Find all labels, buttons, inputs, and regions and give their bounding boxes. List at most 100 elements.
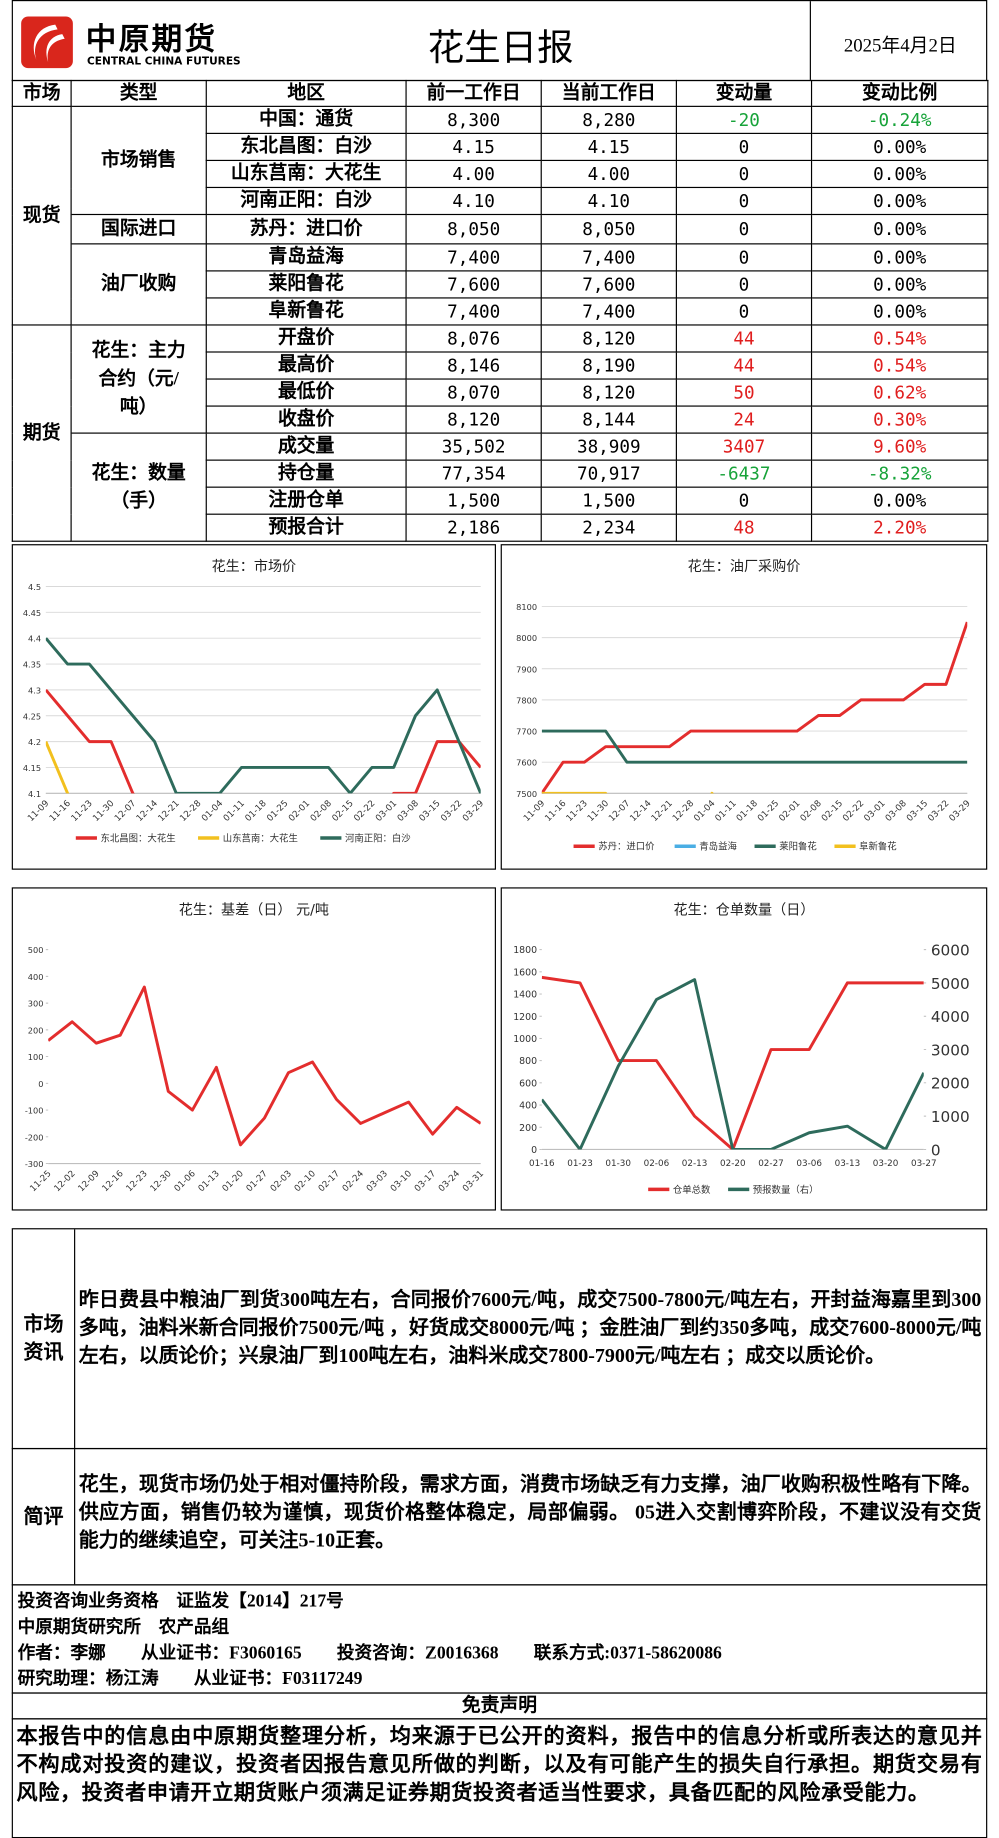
x-tick-label: 11-23 <box>70 799 95 824</box>
x-tick-label: 03-15 <box>905 799 930 824</box>
x-tick-label: 02-08 <box>309 799 334 824</box>
value-cell: 0.00% <box>810 132 989 162</box>
x-tick-label: 12-09 <box>77 1169 102 1194</box>
value-cell: 35,502 <box>405 432 542 461</box>
x-tick-label: 01-06 <box>173 1169 198 1194</box>
value-cell: 8,280 <box>540 105 677 134</box>
value-cell: 0.00% <box>810 186 989 216</box>
x-tick-label: 12-21 <box>157 799 182 824</box>
x-tick-label: 11-09 <box>522 799 547 824</box>
x-tick-label: 01-13 <box>197 1169 222 1194</box>
value-cell: 7,400 <box>540 297 677 326</box>
chart-panel: 花生：仓单数量（日） 0 200 400 600 800 1000 1200 1400 1600 1… <box>500 887 988 1211</box>
x-tick-label: 03-08 <box>884 799 909 824</box>
chart-panel: 花生：油厂采购价 7500 7600 7700 7800 7900 8000 8100 11-0… <box>500 544 988 870</box>
value-cell: 0 <box>675 213 813 245</box>
x-tick-label: 12-02 <box>53 1169 78 1194</box>
region-cell: 东北昌图：白沙 <box>205 132 407 162</box>
y-tick-label: 200 <box>28 1025 44 1035</box>
value-cell: 24 <box>675 405 813 434</box>
market-cell: 现货 <box>11 105 72 326</box>
table-row: 河南正阳：白沙 4.10 4.10 0 0.00% <box>12 186 989 216</box>
value-cell: 0.54% <box>810 351 989 380</box>
x-tick-label: 01-18 <box>735 799 760 824</box>
logo-subtext: CENTRAL CHINA FUTURES <box>86 56 241 69</box>
table-row: 持仓量 77,354 70,917 -6437 -8.32% <box>12 459 989 488</box>
y2-tick-label: 6000 <box>931 942 970 960</box>
value-cell: 3407 <box>675 432 813 461</box>
region-cell: 最高价 <box>205 351 407 380</box>
x-tick-label: 12-14 <box>628 798 653 823</box>
legend-label: 青岛益海 <box>699 841 737 853</box>
x-tick-label: 03-10 <box>389 1169 414 1194</box>
x-tick-label: 02-10 <box>293 1169 318 1194</box>
y-tick-label: 4.35 <box>23 660 41 670</box>
legend-label: 预报数量（右） <box>753 1184 819 1196</box>
y2-tick-label: 3000 <box>931 1041 970 1059</box>
x-tick-label: 02-17 <box>317 1169 342 1194</box>
value-cell: 70,917 <box>540 459 677 488</box>
value-cell: 4.15 <box>540 132 677 162</box>
value-cell: 8,050 <box>405 213 542 245</box>
info-line: 研究助理：杨江涛 从业证书：F03117249 <box>17 1670 363 1689</box>
value-cell: 8,070 <box>405 378 542 407</box>
y-tick-label: 4.2 <box>28 737 41 747</box>
date: 2025年4月2日 <box>843 36 957 57</box>
x-tick-label: 11-16 <box>48 798 73 823</box>
market-cell: 期货 <box>11 324 72 542</box>
market-info: 市场资讯 昨日费县中粮油厂到货300吨左右，合同报价7600元/吨，成交7500… <box>11 1228 988 1450</box>
y-tick-label: 4.5 <box>28 582 41 592</box>
x-tick-label: 02-22 <box>352 799 377 824</box>
x-tick-label: 11-30 <box>586 798 611 823</box>
value-cell: 2,186 <box>405 513 542 542</box>
chart-title: 花生：市场价 <box>212 558 297 575</box>
value-cell: 44 <box>675 324 813 353</box>
value-cell: -6437 <box>675 459 813 488</box>
info-line: 中原期货研究所 农产品组 <box>17 1618 230 1638</box>
value-cell: 9.60% <box>810 432 989 461</box>
x-tick-label: 12-28 <box>178 799 203 824</box>
chart: 花生：市场价 4.1 4.15 4.2 4.25 4.3 4.35 4.4 4.45 4.5 11-… <box>23 558 486 845</box>
value-cell: 4.00 <box>405 159 542 189</box>
x-tick-label: 02-06 <box>644 1159 670 1169</box>
legend-label: 东北昌图：大花生 <box>100 833 175 845</box>
y-tick-label: 400 <box>28 972 44 982</box>
info-line: 投资咨询业务资格 证监发【2014】217号 <box>17 1592 344 1612</box>
x-tick-label: 11-30 <box>91 798 116 823</box>
value-cell: 4.10 <box>405 186 542 216</box>
x-tick-label: 03-24 <box>437 1169 462 1194</box>
y-tick-label: 1200 <box>513 1012 537 1023</box>
x-tick-label: 03-08 <box>396 799 421 824</box>
x-tick-label: 03-17 <box>413 1169 438 1194</box>
x-tick-label: 02-27 <box>758 1159 784 1169</box>
type-cell: 花生：数量（手） <box>70 432 207 542</box>
y-tick-label: -200 <box>25 1132 44 1142</box>
y-tick-label: 4.1 <box>28 789 41 799</box>
x-tick-label: 03-06 <box>796 1159 822 1169</box>
value-cell: 0.62% <box>810 378 989 407</box>
x-tick-label: 03-22 <box>439 799 464 824</box>
y2-tick-label: 5000 <box>931 975 970 993</box>
divider <box>809 1 811 80</box>
y-tick-label: 7900 <box>516 664 537 674</box>
chart-panel: 花生：市场价 4.1 4.15 4.2 4.25 4.3 4.35 4.4 4.45 4.5 11-… <box>11 544 496 870</box>
series-line <box>45 637 481 794</box>
value-cell: 8,120 <box>540 378 677 407</box>
x-tick-label: 12-14 <box>135 798 160 823</box>
region-cell: 成交量 <box>205 432 407 461</box>
value-cell: 44 <box>675 351 813 380</box>
legend-label: 莱阳鲁花 <box>779 841 817 853</box>
table-row: 阜新鲁花 7,400 7,400 0 0.00% <box>12 297 989 326</box>
type-cell: 油厂收购 <box>70 243 207 326</box>
x-tick-label: 01-25 <box>265 799 290 824</box>
column-header: 市场 <box>11 79 72 107</box>
x-tick-label: 12-28 <box>671 799 696 824</box>
value-cell: 7,400 <box>540 243 677 272</box>
section-text: 花生，现货市场仍处于相对僵持阶段，需求方面，消费市场缺乏有力支撑，油厂收购积极性… <box>78 1472 982 1552</box>
series-line <box>45 688 481 794</box>
region-cell: 山东莒南：大花生 <box>205 159 407 189</box>
price-table: 市场 类型 地区 前一工作日 当前工作日 变动量 变动比例 现货 市场销售 中国：通货 8,300… <box>11 79 989 542</box>
value-cell: 0.00% <box>810 486 989 515</box>
header: 中原期货 CENTRAL CHINA FUTURES 花生日报 2025年4月2… <box>11 0 988 82</box>
